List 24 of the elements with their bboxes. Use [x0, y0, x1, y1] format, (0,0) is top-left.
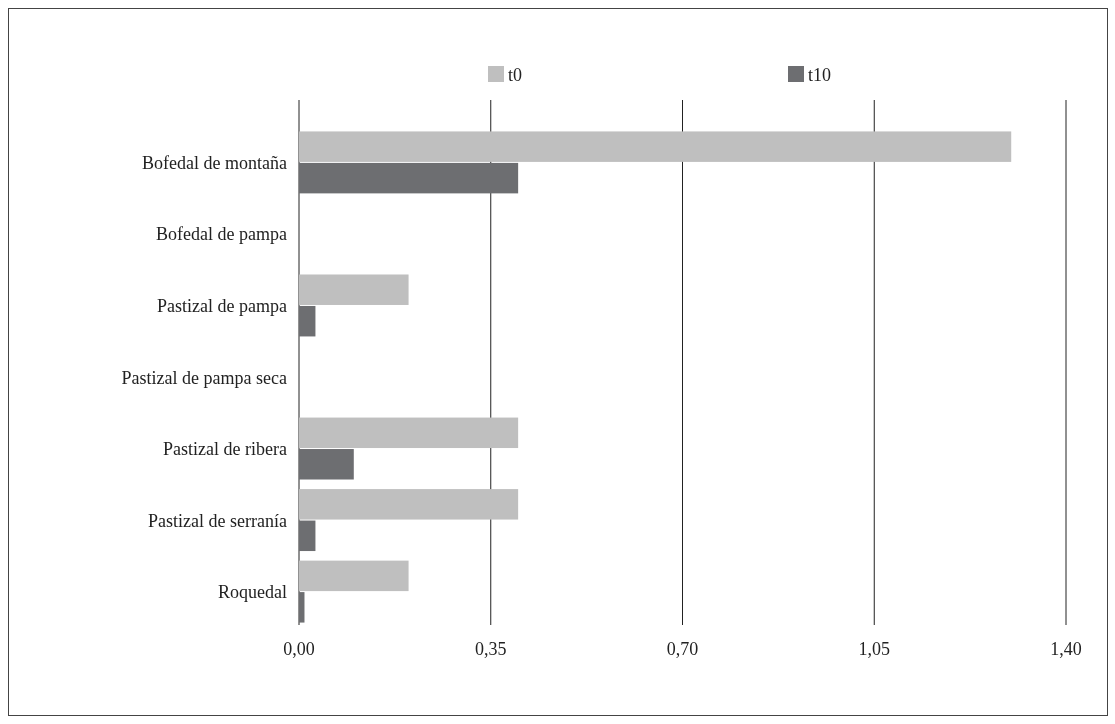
y-tick-label: Pastizal de pampa seca: [121, 367, 287, 388]
bar: [299, 560, 409, 592]
bar: [299, 305, 316, 337]
legend-label: t0: [508, 65, 523, 85]
legend-label: t10: [808, 65, 832, 85]
x-tick-label: 0,35: [475, 639, 507, 659]
x-tick-label: 0,00: [283, 639, 315, 659]
y-tick-label: Bofedal de montaña: [142, 152, 288, 173]
bar: [299, 131, 1012, 162]
bar: [299, 274, 409, 305]
y-tick-label: Roquedal: [218, 582, 287, 603]
x-tick-label: 1,40: [1050, 639, 1082, 659]
y-tick-label: Pastizal de ribera: [163, 439, 287, 460]
bar: [299, 162, 519, 194]
y-tick-label: Bofedal de pampa: [156, 224, 288, 245]
x-tick-label: 1,05: [858, 639, 890, 659]
bar: [299, 449, 354, 480]
bar: [299, 592, 305, 623]
y-tick-label: Pastizal de pampa: [157, 295, 287, 316]
bar: [299, 489, 519, 520]
bar: [299, 520, 316, 552]
bar: [299, 417, 519, 449]
x-tick-label: 0,70: [666, 639, 699, 659]
y-tick-label: Pastizal de serranía: [148, 510, 288, 531]
